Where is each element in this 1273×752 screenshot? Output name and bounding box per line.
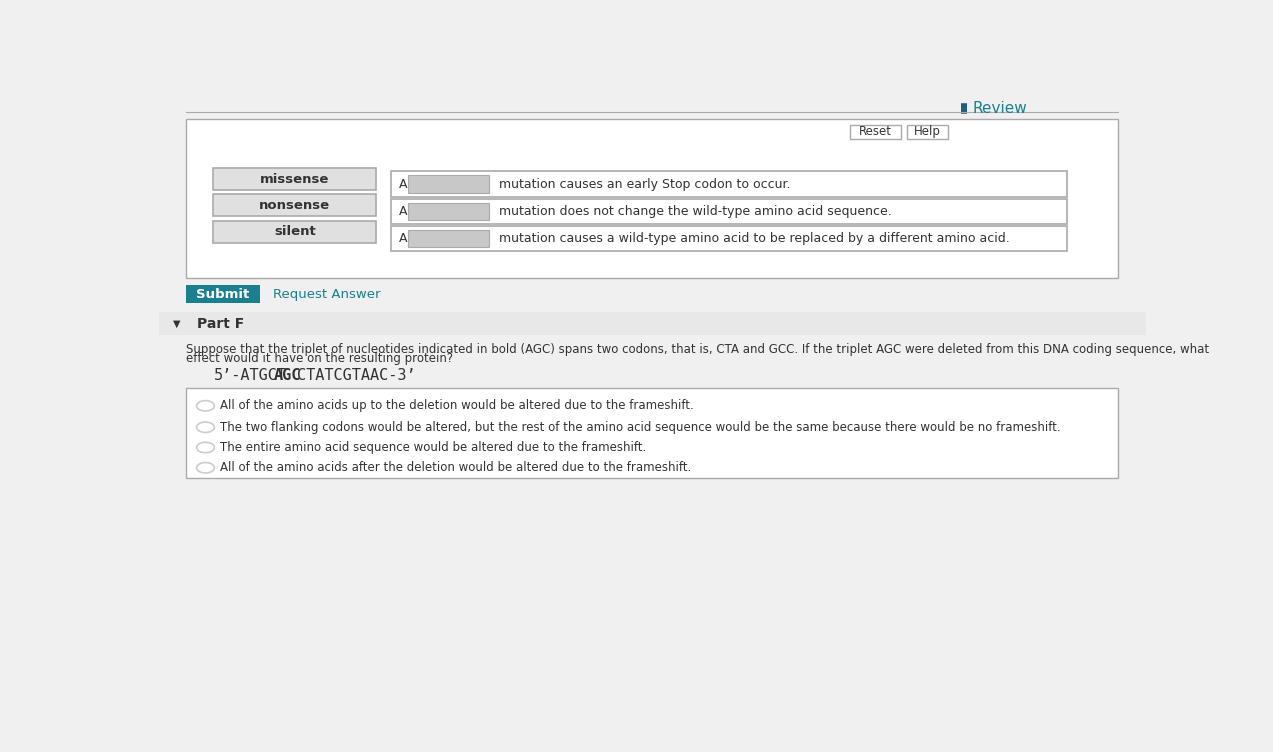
FancyBboxPatch shape [186, 120, 1118, 278]
Text: A: A [398, 205, 407, 218]
Text: AGC: AGC [274, 368, 302, 383]
Text: CTATCGTAAC-3’: CTATCGTAAC-3’ [297, 368, 415, 383]
FancyBboxPatch shape [407, 230, 489, 247]
Text: missense: missense [260, 173, 330, 186]
FancyBboxPatch shape [214, 195, 377, 217]
FancyBboxPatch shape [186, 389, 1118, 478]
Text: Reset: Reset [859, 126, 892, 138]
Text: Suppose that the triplet of nucleotides indicated in bold (AGC) spans two codons: Suppose that the triplet of nucleotides … [186, 343, 1209, 356]
Text: All of the amino acids after the deletion would be altered due to the frameshift: All of the amino acids after the deletio… [220, 461, 691, 475]
Circle shape [196, 442, 214, 453]
Circle shape [196, 462, 214, 473]
Text: Submit: Submit [196, 287, 250, 301]
FancyBboxPatch shape [906, 125, 948, 139]
Circle shape [196, 422, 214, 432]
FancyBboxPatch shape [407, 202, 489, 220]
Circle shape [196, 401, 214, 411]
FancyBboxPatch shape [159, 312, 1146, 335]
Text: mutation does not change the wild-type amino acid sequence.: mutation does not change the wild-type a… [499, 205, 892, 218]
Text: 5’-ATGCT: 5’-ATGCT [214, 368, 286, 383]
Text: The two flanking codons would be altered, but the rest of the amino acid sequenc: The two flanking codons would be altered… [220, 420, 1060, 434]
Text: nonsense: nonsense [260, 199, 330, 212]
Text: A: A [398, 177, 407, 190]
Text: Part F: Part F [196, 317, 244, 331]
Text: silent: silent [274, 225, 316, 238]
Text: The entire amino acid sequence would be altered due to the frameshift.: The entire amino acid sequence would be … [220, 441, 647, 454]
Text: Request Answer: Request Answer [272, 287, 381, 301]
FancyBboxPatch shape [391, 171, 1067, 197]
FancyBboxPatch shape [214, 220, 377, 243]
Text: All of the amino acids up to the deletion would be altered due to the frameshift: All of the amino acids up to the deletio… [220, 399, 694, 412]
FancyBboxPatch shape [391, 199, 1067, 224]
Text: A: A [398, 232, 407, 245]
FancyBboxPatch shape [850, 125, 901, 139]
FancyBboxPatch shape [407, 175, 489, 193]
FancyBboxPatch shape [186, 285, 260, 303]
Text: mutation causes a wild-type amino acid to be replaced by a different amino acid.: mutation causes a wild-type amino acid t… [499, 232, 1011, 245]
FancyBboxPatch shape [214, 168, 377, 190]
Text: Review: Review [973, 102, 1027, 117]
Text: effect would it have on the resulting protein?: effect would it have on the resulting pr… [186, 353, 453, 365]
Text: mutation causes an early Stop codon to occur.: mutation causes an early Stop codon to o… [499, 177, 791, 190]
FancyBboxPatch shape [391, 226, 1067, 251]
Text: Help: Help [914, 126, 941, 138]
Text: ▼: ▼ [173, 319, 181, 329]
